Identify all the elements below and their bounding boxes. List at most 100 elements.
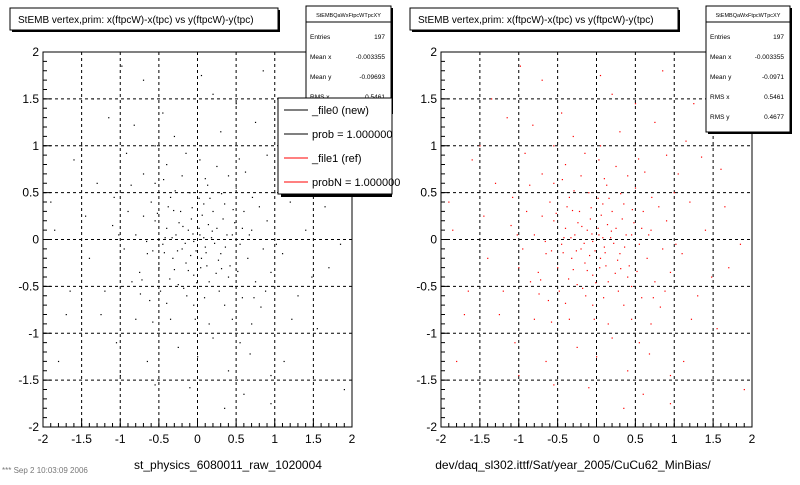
data-point (193, 240, 195, 243)
data-point (634, 187, 637, 189)
data-point (563, 237, 565, 239)
data-point (215, 272, 217, 274)
data-point (84, 215, 87, 217)
data-point (704, 229, 707, 231)
data-point (646, 257, 648, 259)
data-point (662, 248, 664, 250)
y-tick-label: -0.5 (18, 279, 39, 293)
data-point (154, 182, 156, 184)
data-point (600, 214, 602, 216)
data-point (541, 173, 543, 175)
data-point (73, 159, 75, 161)
data-point (266, 220, 268, 222)
data-point (592, 274, 594, 276)
data-point (270, 403, 272, 405)
data-point (502, 290, 504, 292)
data-point (659, 306, 661, 308)
data-point (597, 227, 599, 229)
data-point (522, 248, 524, 250)
data-point (614, 272, 616, 274)
stats-value: 0.5461 (764, 94, 784, 101)
data-point (529, 281, 532, 283)
data-point (243, 393, 245, 395)
data-point (119, 267, 121, 269)
data-point (162, 243, 164, 245)
y-tick-label: 1 (32, 139, 39, 153)
data-point (199, 159, 201, 161)
data-point (595, 282, 597, 284)
legend-label: _file0 (new) (311, 105, 369, 117)
data-point (241, 297, 244, 299)
data-point (602, 297, 605, 299)
data-point (190, 254, 192, 257)
data-point (549, 201, 551, 203)
data-point (260, 306, 262, 308)
data-point (229, 265, 231, 267)
data-point (555, 212, 557, 214)
legend-box: _file0 (new) prob = 1.000000 _file1 (ref) p… (277, 97, 400, 197)
data-point (584, 152, 586, 154)
data-point (231, 285, 233, 288)
data-point (607, 281, 609, 283)
stats-frame (705, 5, 791, 133)
data-point (541, 215, 543, 217)
data-point (270, 271, 272, 274)
data-point (529, 184, 531, 186)
data-point (222, 218, 224, 220)
data-point (516, 234, 518, 236)
y-tick-label: 0 (32, 233, 39, 247)
y-tick-label: 1.5 (22, 92, 39, 106)
data-point (641, 297, 643, 299)
data-point (178, 222, 180, 224)
data-point (586, 269, 588, 272)
data-point (588, 192, 590, 194)
y-tick-label: -1.5 (416, 373, 437, 387)
data-point (154, 384, 156, 386)
data-point (193, 274, 195, 276)
data-point (700, 156, 703, 158)
data-point (176, 250, 179, 252)
data-point (550, 250, 553, 252)
data-point (133, 124, 135, 126)
data-point (177, 284, 179, 286)
stats-label: Entries (310, 34, 331, 41)
data-point (578, 210, 581, 213)
data-point (677, 173, 679, 175)
data-point (123, 248, 125, 250)
y-tick-label: -1 (426, 326, 437, 340)
data-point (159, 290, 162, 292)
data-point (204, 246, 206, 248)
data-point (580, 248, 582, 250)
data-point (217, 259, 220, 261)
data-point (169, 196, 172, 199)
data-point (573, 190, 575, 192)
data-point (195, 250, 197, 252)
data-point (185, 152, 187, 154)
data-point (553, 145, 555, 147)
data-point (568, 278, 570, 280)
data-point (683, 360, 685, 363)
data-point (205, 252, 207, 254)
data-point (220, 193, 223, 195)
data-point (200, 267, 202, 269)
data-point (171, 237, 173, 239)
data-point (57, 360, 60, 363)
data-point (185, 262, 187, 264)
data-point (218, 290, 220, 292)
data-point (633, 222, 635, 224)
data-point (602, 237, 604, 239)
data-point (644, 171, 646, 173)
data-point (146, 240, 148, 243)
data-point (65, 314, 67, 316)
data-point (654, 121, 656, 124)
data-point (163, 252, 165, 254)
data-point (162, 112, 164, 114)
data-point (247, 257, 249, 259)
data-point (519, 65, 522, 67)
y-tick-label: 2 (32, 45, 39, 59)
data-point (544, 240, 546, 243)
legend-label: prob = 1.000000 (312, 129, 392, 141)
y-tick-label: -1.5 (18, 373, 39, 387)
data-point (711, 276, 713, 278)
data-point (275, 243, 277, 245)
